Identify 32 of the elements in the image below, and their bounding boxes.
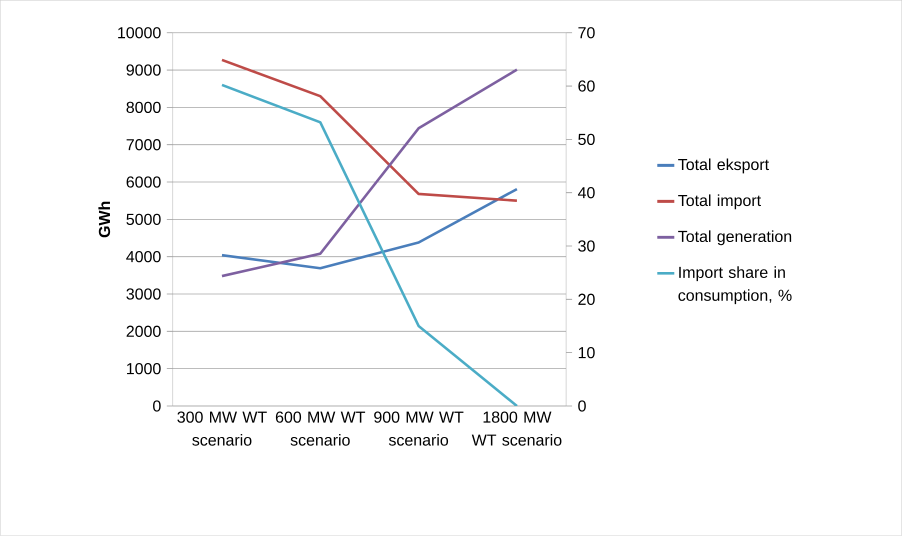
legend-label: Total generation	[678, 230, 792, 246]
x-tick-label: 900 MW WT scenario	[374, 412, 464, 446]
legend-label: Import share in consumption, %	[678, 266, 792, 304]
y-tick-label: 5000	[126, 214, 161, 226]
y2-tick-label: 0	[578, 400, 586, 412]
y-tick-label: 0	[153, 400, 161, 412]
y2-tick-label: 70	[578, 27, 595, 38]
line-series	[220, 84, 518, 406]
y-tick-label: 9000	[126, 64, 161, 76]
y2-tick-label: 10	[578, 347, 595, 358]
y-tick-label: 1000	[127, 363, 161, 374]
y-tick-label: 6000	[126, 176, 161, 188]
y-tick-label: 8000	[126, 102, 161, 114]
y2-tick-label: 30	[578, 240, 595, 252]
y2-tick-label: 40	[578, 187, 595, 198]
line-series	[220, 188, 518, 270]
y-tick-label: 2000	[126, 326, 161, 338]
y-tick-label: 3000	[126, 288, 161, 300]
y-tick-label: 7000	[126, 139, 161, 150]
y2-tick-label: 50	[578, 134, 595, 146]
x-tick-label: 300 MW WT scenario	[177, 412, 267, 446]
x-tick-label: 600 MW WT scenario	[276, 412, 366, 446]
y2-tick-label: 60	[578, 80, 595, 92]
line-series	[220, 58, 518, 202]
x-tick-label: 1800 MW WT scenario	[472, 412, 562, 446]
y2-tick-label: 20	[578, 294, 595, 306]
legend-label: Total eksport	[678, 158, 769, 174]
legend-label: Total import	[678, 194, 761, 210]
y-tick-label: 10000	[118, 27, 161, 38]
y-tick-label: 4000	[126, 251, 161, 262]
y-axis-title: GWh	[98, 202, 110, 238]
line-series	[220, 68, 518, 278]
